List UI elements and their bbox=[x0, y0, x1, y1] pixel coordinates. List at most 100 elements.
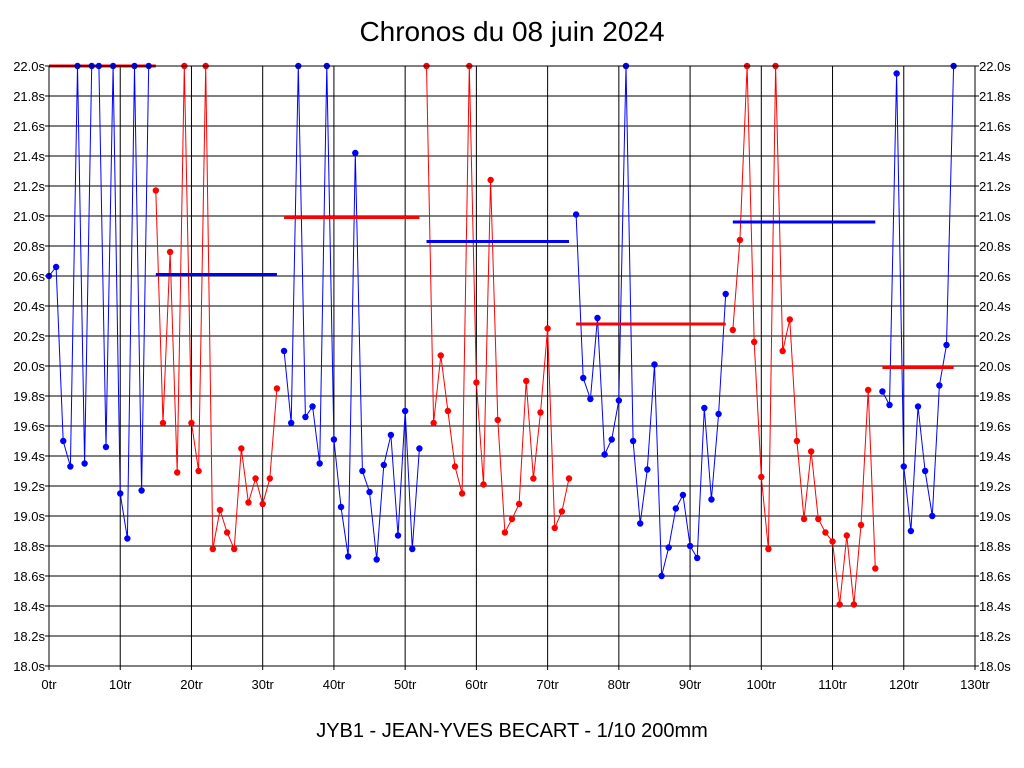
y-tick-label-left: 20.4s bbox=[13, 299, 45, 314]
data-point bbox=[608, 436, 615, 443]
y-tick-label-right: 20.8s bbox=[979, 239, 1011, 254]
tick-labels: 18.0s 18.0s 18.2s 18.2s 18.4s 18.4s 18.6s 18.6s… bbox=[13, 59, 1011, 692]
y-tick-label-left: 18.8s bbox=[13, 539, 45, 554]
data-point bbox=[280, 347, 288, 355]
data-point bbox=[245, 499, 252, 506]
data-point bbox=[644, 466, 651, 473]
data-point bbox=[822, 529, 829, 536]
data-point bbox=[594, 314, 601, 322]
series-line-segment-3 bbox=[283, 65, 420, 560]
data-point bbox=[508, 515, 516, 523]
series-line-segment-5 bbox=[575, 65, 727, 577]
x-tick-label: 20tr bbox=[180, 677, 203, 692]
data-point bbox=[231, 545, 238, 553]
data-point bbox=[430, 419, 437, 427]
x-tick-label: 30tr bbox=[251, 677, 274, 692]
y-tick-label-right: 21.6s bbox=[979, 119, 1011, 134]
data-point bbox=[914, 403, 922, 410]
series-line-segment-1 bbox=[48, 65, 150, 539]
data-point bbox=[373, 556, 380, 563]
y-tick-label-right: 19.2s bbox=[979, 479, 1011, 494]
y-tick-label-right: 21.2s bbox=[979, 179, 1011, 194]
data-point bbox=[259, 500, 266, 508]
x-tick-label: 80tr bbox=[608, 677, 631, 692]
y-tick-label-left: 21.6s bbox=[13, 119, 45, 134]
data-point bbox=[551, 524, 558, 532]
data-point bbox=[380, 461, 387, 469]
x-tick-label: 10tr bbox=[109, 677, 132, 692]
data-point bbox=[544, 325, 551, 332]
data-point bbox=[686, 542, 694, 550]
data-point bbox=[52, 263, 60, 271]
data-point bbox=[800, 515, 808, 523]
x-tick-label: 50tr bbox=[394, 677, 417, 692]
data-point bbox=[330, 436, 338, 443]
data-point bbox=[473, 379, 480, 386]
data-point bbox=[252, 475, 259, 482]
data-point bbox=[736, 236, 744, 244]
data-point bbox=[850, 601, 858, 608]
series-line-segment-6 bbox=[732, 65, 876, 605]
data-point bbox=[458, 490, 466, 497]
data-point bbox=[729, 326, 737, 334]
data-point bbox=[921, 467, 929, 475]
data-point bbox=[480, 481, 487, 488]
data-point bbox=[750, 338, 758, 346]
data-point bbox=[216, 506, 224, 514]
y-tick-label-right: 21.0s bbox=[979, 209, 1011, 224]
data-point bbox=[879, 388, 886, 395]
data-point bbox=[701, 404, 708, 412]
x-tick-label: 100tr bbox=[746, 677, 776, 692]
data-point bbox=[943, 341, 950, 349]
data-point bbox=[836, 601, 843, 608]
data-point bbox=[807, 448, 815, 455]
data-point bbox=[515, 500, 523, 508]
data-point bbox=[530, 475, 537, 482]
data-point bbox=[929, 512, 936, 520]
data-point bbox=[815, 515, 822, 523]
data-point bbox=[651, 361, 658, 368]
y-tick-label-left: 19.2s bbox=[13, 479, 45, 494]
data-point bbox=[679, 491, 687, 499]
y-tick-label-left: 18.6s bbox=[13, 569, 45, 584]
data-point bbox=[629, 437, 637, 445]
data-point bbox=[81, 460, 88, 467]
data-point bbox=[159, 419, 167, 427]
data-point bbox=[124, 535, 131, 542]
data-point bbox=[843, 532, 850, 539]
data-point bbox=[572, 211, 580, 218]
data-point bbox=[708, 496, 715, 503]
data-point bbox=[359, 467, 366, 475]
data-point bbox=[67, 463, 74, 470]
y-tick-label-right: 20.2s bbox=[979, 329, 1011, 344]
data-point bbox=[857, 521, 865, 529]
data-point bbox=[722, 290, 729, 298]
y-tick-label-left: 18.4s bbox=[13, 599, 45, 614]
data-point bbox=[665, 544, 672, 551]
y-tick-label-right: 19.4s bbox=[979, 449, 1011, 464]
y-tick-label-right: 21.8s bbox=[979, 89, 1011, 104]
data-point bbox=[615, 397, 623, 404]
data-point bbox=[829, 538, 836, 545]
data-point bbox=[558, 508, 566, 515]
data-point bbox=[416, 445, 423, 452]
data-point bbox=[188, 419, 195, 427]
y-tick-label-right: 18.0s bbox=[979, 659, 1011, 674]
y-tick-label-right: 19.0s bbox=[979, 509, 1011, 524]
y-tick-label-left: 21.2s bbox=[13, 179, 45, 194]
data-point bbox=[793, 437, 801, 445]
data-point bbox=[893, 70, 900, 77]
y-tick-label-left: 19.4s bbox=[13, 449, 45, 464]
grid-layer bbox=[45, 65, 979, 670]
y-tick-label-left: 18.2s bbox=[13, 629, 45, 644]
y-tick-label-right: 18.6s bbox=[979, 569, 1011, 584]
data-point bbox=[409, 545, 416, 553]
data-point bbox=[580, 374, 587, 382]
data-point bbox=[872, 565, 879, 572]
data-point bbox=[494, 416, 501, 424]
data-point bbox=[366, 488, 373, 496]
data-point bbox=[394, 532, 402, 539]
x-tick-label: 110tr bbox=[818, 677, 847, 692]
data-point bbox=[786, 316, 793, 323]
chart-caption: JYB1 - JEAN-YVES BECART - 1/10 200mm bbox=[316, 720, 708, 742]
